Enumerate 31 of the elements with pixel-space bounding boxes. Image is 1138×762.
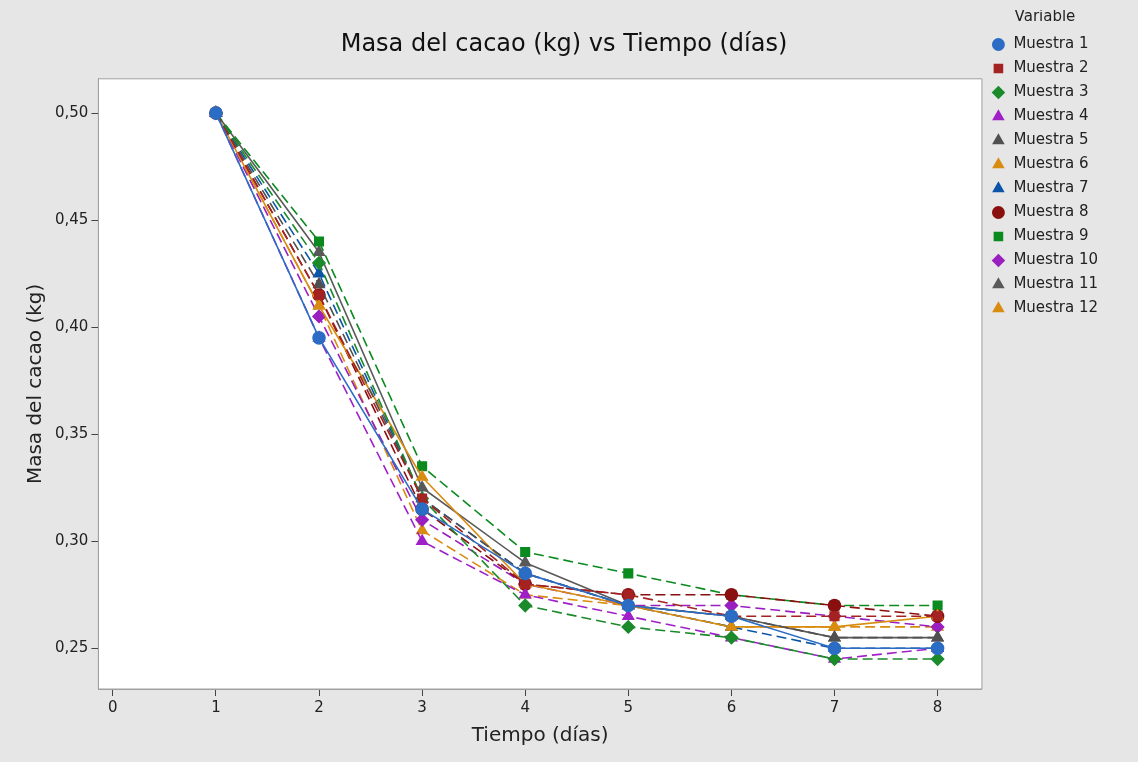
legend-label: Muestra 6 [1013,154,1089,173]
legend-label: Muestra 3 [1013,82,1089,101]
x-tick-label: 2 [314,697,324,716]
x-tick-label: 0 [108,697,118,716]
x-tick-label: 5 [623,697,634,716]
x-tick-label: 8 [932,697,943,716]
x-axis-title: Tiempo (días) [470,722,609,747]
legend-label: Muestra 11 [1013,274,1099,293]
y-tick-label: 0,35 [54,424,89,443]
legend-label: Muestra 8 [1013,202,1089,221]
legend-label: Muestra 5 [1013,130,1089,149]
legend-label: Muestra 9 [1013,226,1089,245]
x-tick-label: 1 [211,697,221,716]
legend-label: Muestra 1 [1013,34,1089,53]
legend-label: Muestra 2 [1013,58,1089,77]
x-tick-label: 6 [726,697,737,716]
legend-title: Variable [1014,7,1076,26]
y-tick-label: 0,40 [54,317,89,336]
y-tick-label: 0,30 [54,531,89,550]
y-axis-title: Masa del cacao (kg) [22,283,47,485]
x-tick-label: 3 [417,697,427,716]
legend-label: Muestra 7 [1013,178,1089,197]
legend-label: Muestra 12 [1013,298,1099,317]
chart-title: Masa del cacao (kg) vs Tiempo (días) [340,28,788,57]
legend-label: Muestra 10 [1013,250,1099,269]
y-tick-label: 0,25 [54,638,89,657]
y-tick-label: 0,45 [54,210,89,228]
x-tick-label: 7 [829,697,840,716]
y-tick-label: 0,50 [54,102,89,121]
x-tick-label: 4 [520,697,530,716]
legend-label: Muestra 4 [1013,106,1089,125]
